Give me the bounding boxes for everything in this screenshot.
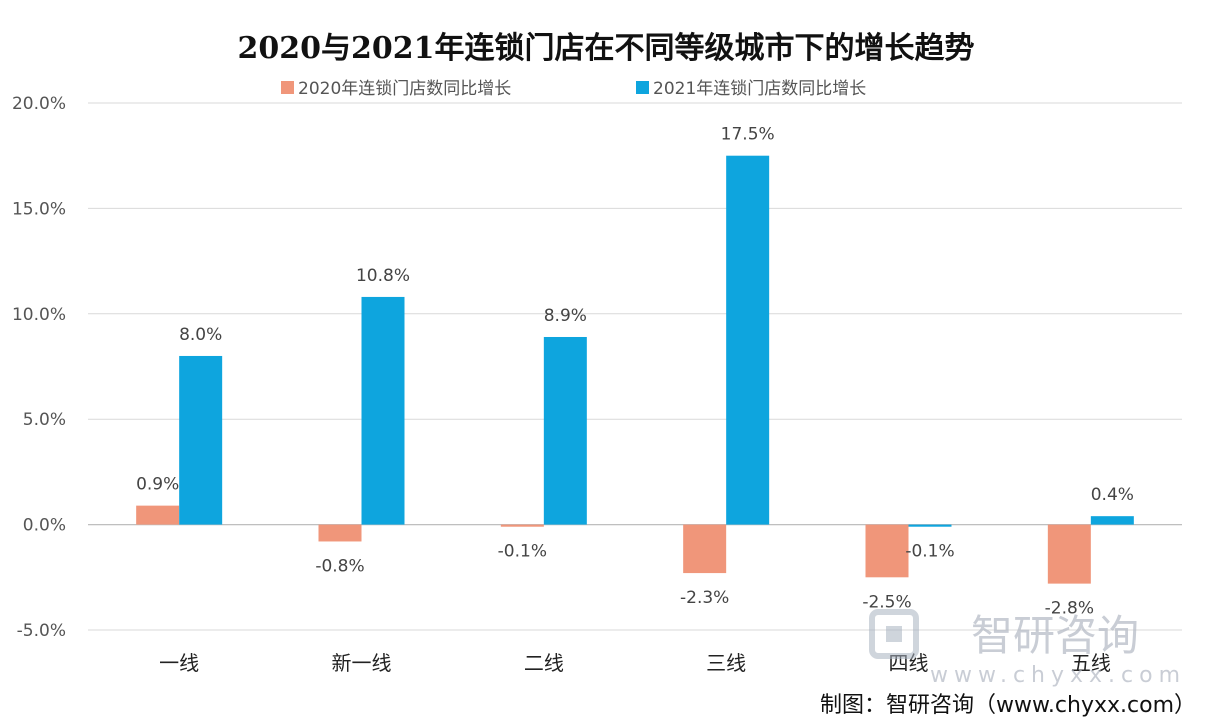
data-label-2020-0: 0.9%: [136, 475, 179, 495]
data-label-2020-2: -0.1%: [498, 542, 547, 562]
watermark-logo: [869, 609, 919, 659]
chart-title: 2020与2021年连锁门店在不同等级城市下的增长趋势: [238, 31, 975, 66]
bar-2021-0: [179, 355, 223, 525]
watermark-site: www.chyxx.com: [930, 663, 1186, 688]
x-tick-label-0: 一线: [159, 651, 199, 675]
bar-2021-4: [908, 524, 952, 527]
data-label-2020-4: -2.5%: [862, 592, 911, 612]
y-axis: -5.0% 0.0% 5.0% 10.0% 15.0% 20.0%: [12, 94, 66, 641]
bar-2021-5: [1090, 516, 1134, 525]
y-tick-label: 10.0%: [12, 305, 66, 325]
x-tick-label-3: 三线: [706, 651, 746, 675]
bar-2020-3: [683, 524, 727, 574]
legend-swatch-2021: [636, 81, 649, 94]
bar-2020-0: [136, 505, 180, 525]
bar-2021-3: [726, 155, 770, 525]
x-tick-label-2: 二线: [524, 651, 564, 675]
watermark-brand: 智研咨询: [971, 611, 1139, 660]
data-label-2020-5: -2.8%: [1045, 599, 1094, 619]
data-label-2021-5: 0.4%: [1091, 485, 1134, 505]
data-label-2020-1: -0.8%: [315, 556, 364, 576]
legend: 2020年连锁门店数同比增长 2021年连锁门店数同比增长: [281, 79, 866, 99]
gridlines: [88, 102, 1182, 631]
data-label-2021-2: 8.9%: [544, 306, 587, 326]
bar-2020-4: [865, 524, 909, 578]
bar-2021-2: [543, 336, 587, 525]
data-label-2021-0: 8.0%: [179, 325, 222, 345]
data-labels: 0.9% 8.0% -0.8% 10.8% -0.1% 8.9% -2.3% 17.5% -2.…: [136, 125, 1134, 619]
x-tick-label-5: 五线: [1071, 651, 1111, 675]
bars: [136, 155, 1134, 584]
x-axis: 一线 新一线 二线 三线 四线 五线: [159, 651, 1111, 675]
y-tick-label: 20.0%: [12, 94, 66, 114]
data-label-2021-4: -0.1%: [905, 542, 954, 562]
y-tick-label: 15.0%: [12, 199, 66, 219]
source-credit: 制图：智研咨询（www.chyxx.com）: [820, 693, 1196, 718]
bar-2021-1: [361, 296, 405, 525]
bar-2020-5: [1047, 524, 1091, 584]
data-label-2021-1: 10.8%: [356, 266, 410, 286]
bar-2020-2: [500, 524, 544, 527]
y-tick-label: 5.0%: [23, 410, 66, 430]
bar-2020-1: [318, 524, 362, 542]
x-tick-label-1: 新一线: [332, 651, 392, 675]
legend-label-2020: 2020年连锁门店数同比增长: [298, 79, 511, 99]
legend-swatch-2020: [281, 81, 294, 94]
y-tick-label: 0.0%: [23, 516, 66, 536]
data-label-2020-3: -2.3%: [680, 588, 729, 608]
data-label-2021-3: 17.5%: [721, 125, 775, 145]
y-tick-label: -5.0%: [17, 621, 66, 641]
legend-label-2021: 2021年连锁门店数同比增长: [653, 79, 866, 99]
